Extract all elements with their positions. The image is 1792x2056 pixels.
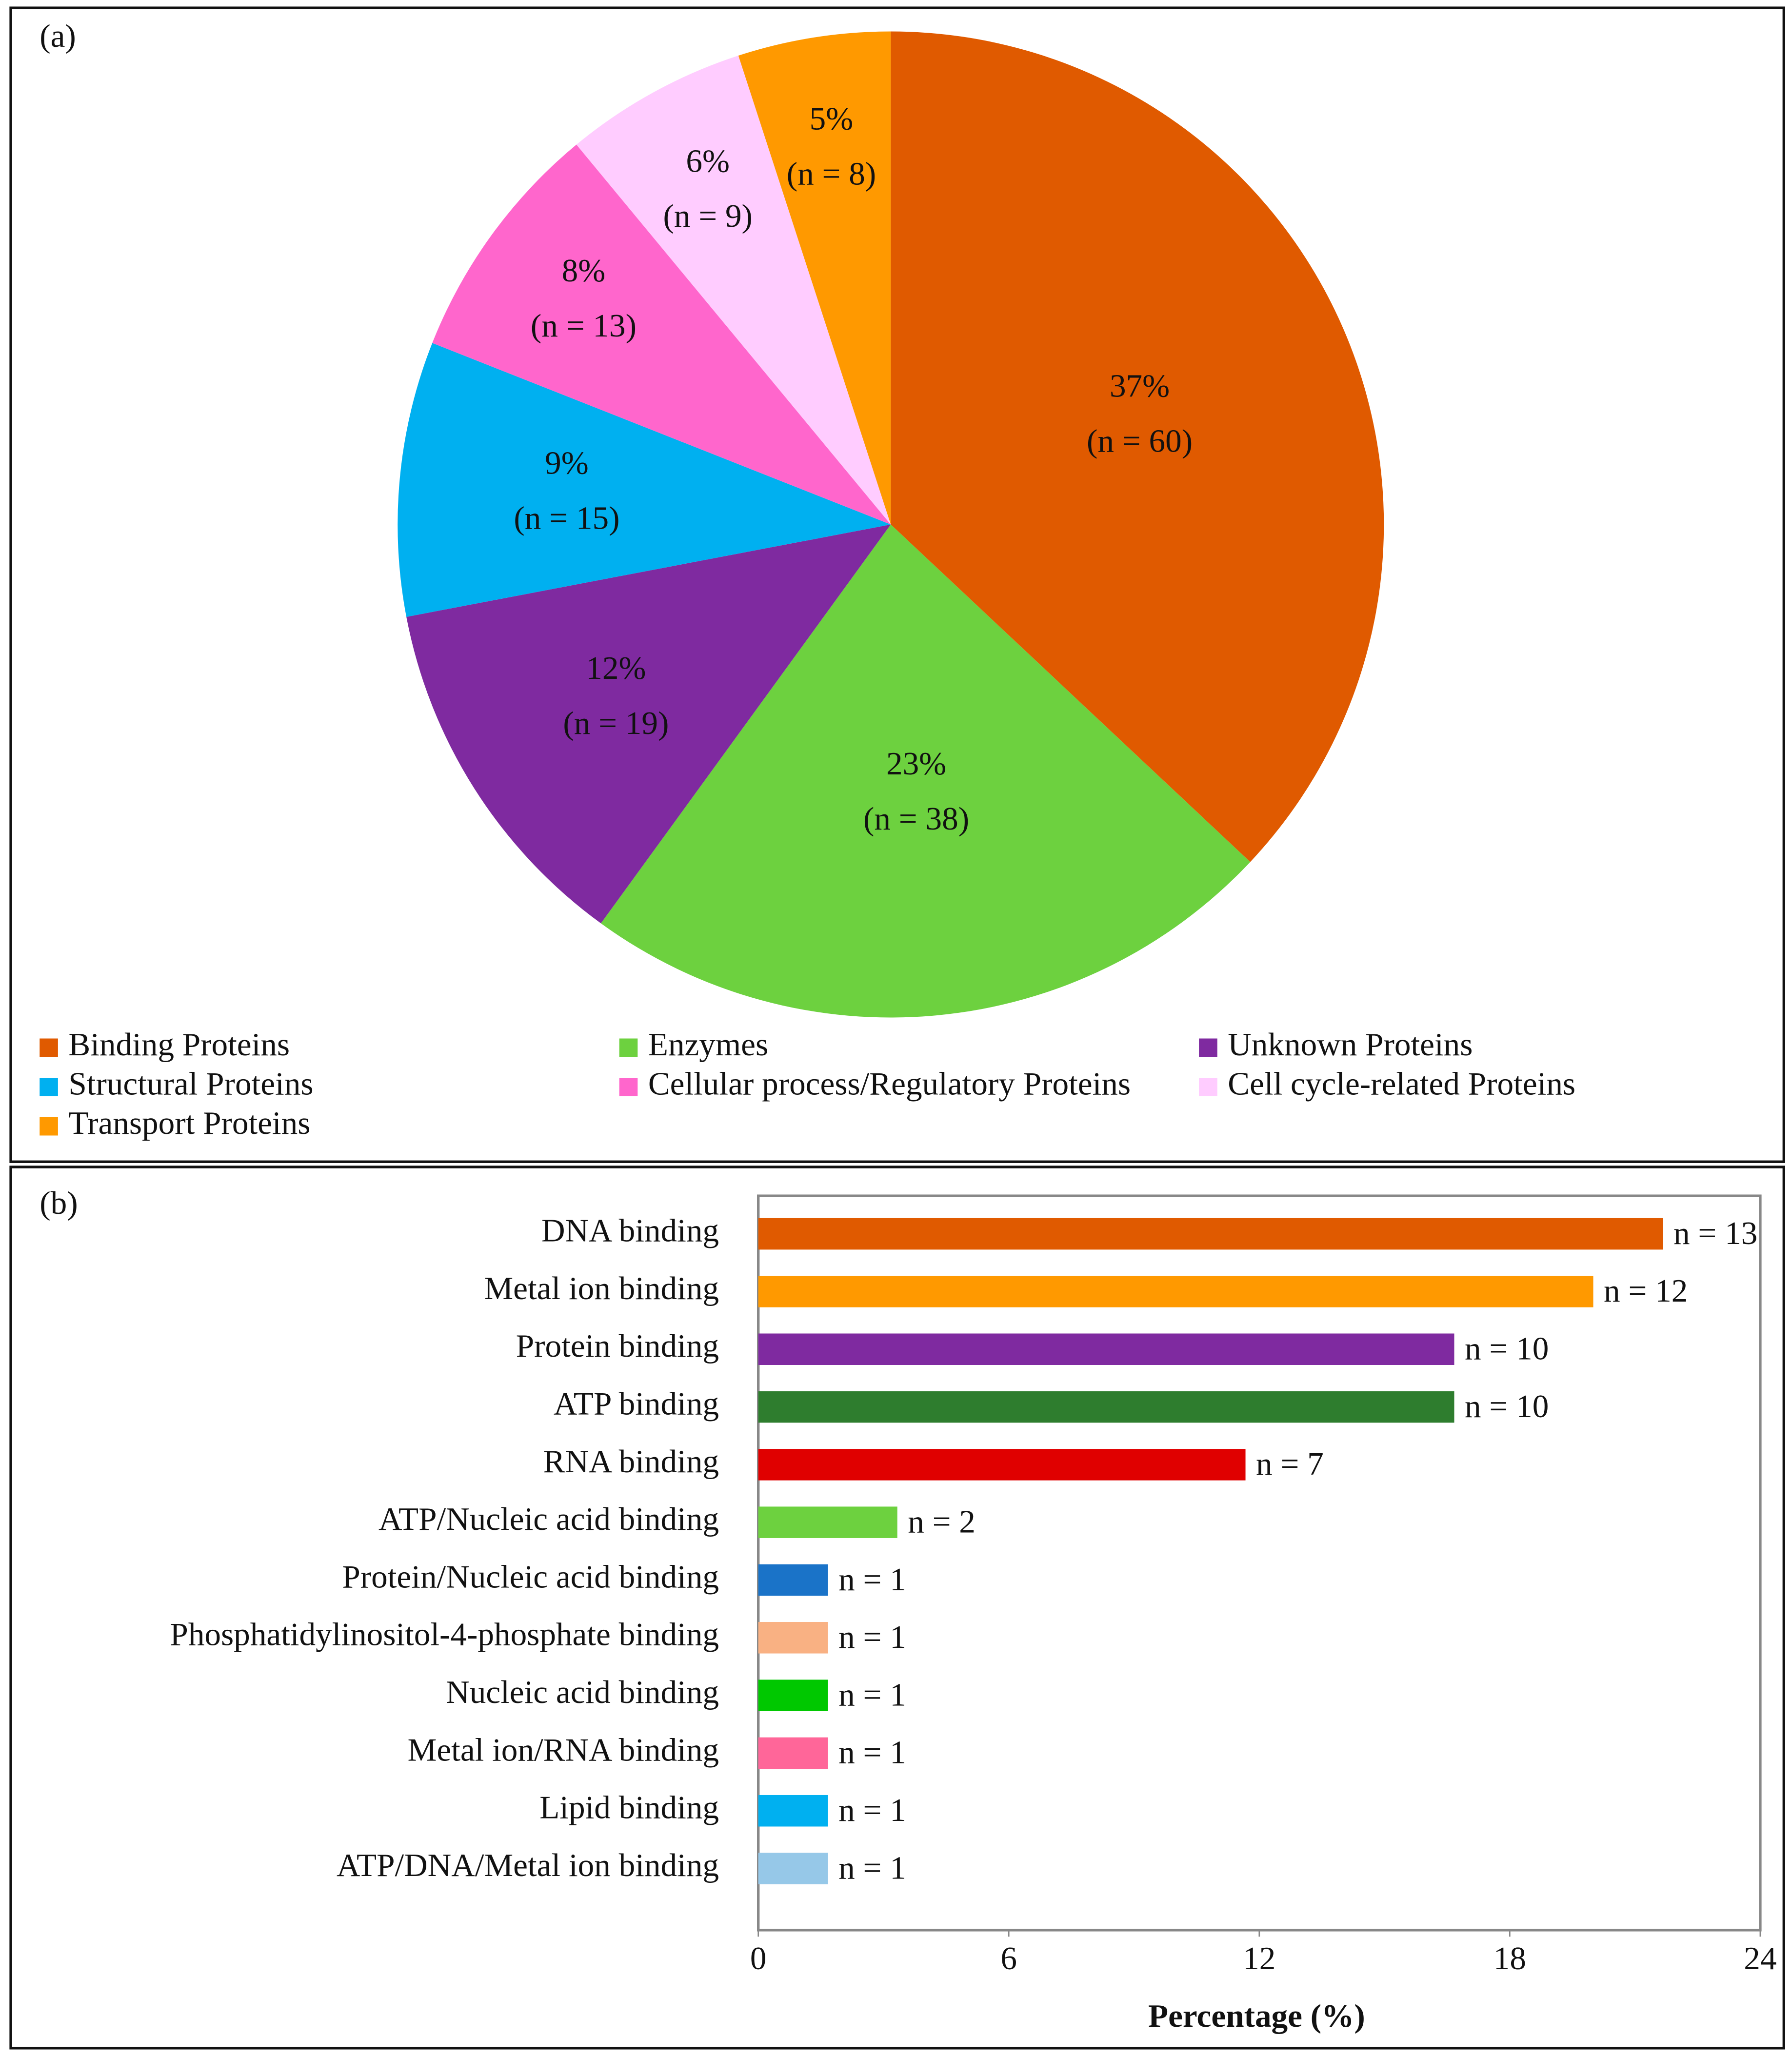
panel-b-frame — [9, 1166, 1785, 2050]
bar — [758, 1506, 897, 1538]
bar-count-label: n = 1 — [838, 1676, 906, 1713]
slice-count: (n = 8) — [787, 156, 876, 192]
slice-label: 8% — [562, 252, 606, 289]
bar — [758, 1218, 1663, 1250]
pie-slice — [891, 31, 1384, 862]
bar-count-label: n = 1 — [838, 1619, 906, 1655]
y-tick-label: Nucleic acid binding — [446, 1674, 719, 1710]
legend-swatch — [619, 1038, 638, 1057]
legend-swatch — [619, 1078, 638, 1096]
bar — [758, 1333, 1454, 1365]
y-tick-label: Lipid binding — [539, 1789, 719, 1826]
bar-count-label: n = 1 — [838, 1792, 906, 1828]
legend-swatch — [40, 1038, 58, 1057]
y-tick-label: Phosphatidylinositol-4-phosphate binding — [170, 1616, 719, 1653]
y-tick-label: ATP/DNA/Metal ion binding — [337, 1847, 719, 1883]
slice-label: 5% — [810, 100, 854, 137]
x-axis-title: Percentage (%) — [1148, 1997, 1365, 2034]
pie-slice — [576, 56, 891, 525]
y-tick-label: Metal ion binding — [484, 1270, 719, 1306]
bar-count-label: n = 2 — [908, 1503, 976, 1540]
pie-slice — [406, 524, 891, 924]
pie-slice — [398, 343, 891, 617]
panel-a-frame — [9, 6, 1785, 1163]
x-tick-label: 6 — [1000, 1940, 1017, 1977]
bar-count-label: n = 1 — [838, 1561, 906, 1598]
legend-label: Unknown Proteins — [1228, 1026, 1473, 1063]
slice-label: 23% — [886, 745, 946, 782]
bar — [758, 1680, 828, 1711]
bar-count-label: n = 10 — [1465, 1330, 1549, 1367]
pie-slice — [601, 524, 1251, 1018]
bar-count-label: n = 10 — [1465, 1388, 1549, 1424]
y-tick-label: ATP/Nucleic acid binding — [378, 1501, 719, 1537]
legend-swatch — [1199, 1078, 1217, 1096]
bar — [758, 1622, 828, 1654]
slice-count: (n = 9) — [663, 198, 752, 234]
panel-label: (a) — [40, 18, 76, 54]
slice-count: (n = 19) — [563, 705, 669, 741]
legend-label: Binding Proteins — [68, 1026, 290, 1063]
pie-slice — [738, 31, 891, 525]
slice-label: 12% — [586, 650, 646, 686]
y-tick-label: ATP binding — [554, 1385, 719, 1422]
bar — [758, 1737, 828, 1769]
slice-count: (n = 38) — [863, 800, 969, 837]
bar — [758, 1391, 1454, 1423]
legend-swatch — [40, 1078, 58, 1096]
y-tick-label: RNA binding — [543, 1443, 719, 1480]
legend-label: Cellular process/Regulatory Proteins — [648, 1065, 1131, 1102]
slice-label: 6% — [686, 142, 730, 179]
bar-count-label: n = 1 — [838, 1734, 906, 1771]
y-tick-label: Protein/Nucleic acid binding — [342, 1558, 719, 1595]
y-tick-label: Protein binding — [516, 1327, 719, 1364]
legend-swatch — [1199, 1038, 1217, 1057]
legend-swatch — [40, 1117, 58, 1136]
legend-label: Structural Proteins — [68, 1065, 313, 1102]
slice-count: (n = 60) — [1087, 423, 1193, 459]
pie-slice — [432, 144, 891, 525]
x-tick-label: 12 — [1243, 1940, 1275, 1977]
legend-label: Transport Proteins — [68, 1105, 310, 1141]
slice-count: (n = 15) — [514, 500, 619, 536]
y-tick-label: Metal ion/RNA binding — [408, 1731, 719, 1768]
x-tick-label: 24 — [1744, 1940, 1776, 1977]
x-tick-label: 0 — [750, 1940, 767, 1977]
slice-count: (n = 13) — [531, 307, 637, 344]
panel-label: (b) — [40, 1185, 78, 1221]
bar-count-label: n = 1 — [838, 1849, 906, 1886]
legend-label: Enzymes — [648, 1026, 768, 1063]
slice-label: 37% — [1110, 368, 1170, 404]
bar — [758, 1276, 1593, 1307]
bar-count-label: n = 12 — [1604, 1272, 1688, 1309]
bar — [758, 1564, 828, 1596]
y-tick-label: DNA binding — [541, 1212, 719, 1249]
bar — [758, 1449, 1246, 1481]
bar-count-label: n = 13 — [1673, 1215, 1757, 1251]
bar-count-label: n = 7 — [1256, 1445, 1324, 1482]
bar — [758, 1795, 828, 1827]
slice-label: 9% — [545, 445, 589, 481]
legend-label: Cell cycle-related Proteins — [1228, 1065, 1575, 1102]
bar — [758, 1853, 828, 1884]
x-tick-label: 18 — [1493, 1940, 1526, 1977]
